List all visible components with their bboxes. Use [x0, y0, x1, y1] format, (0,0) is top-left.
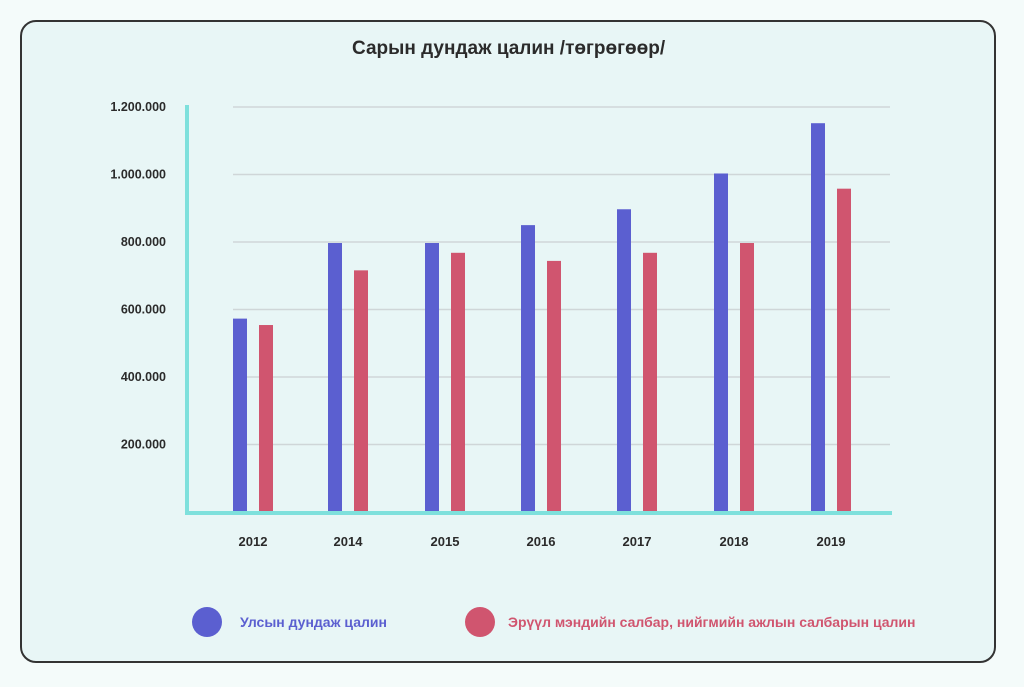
chart-title: Сарын дундаж цалин /төгрөгөөр/: [352, 38, 666, 59]
bar-series-2-2015: [451, 252, 465, 513]
x-tick-label: 2019: [817, 534, 846, 549]
legend-label-series-1: Улсын дундаж цалин: [240, 614, 387, 630]
bar-series-2-2014: [354, 270, 368, 512]
bar-series-1-2017: [617, 209, 631, 512]
bar-series-2-2019: [837, 188, 851, 513]
y-tick-label: 200.000: [121, 438, 166, 452]
bar-series-1-2015: [425, 243, 439, 512]
bar-series-1-2014: [328, 243, 342, 512]
bar-series-2-2018: [740, 243, 754, 512]
chart-card: [20, 20, 996, 663]
bar-series-1-2012: [233, 318, 247, 512]
x-tick-label: 2016: [527, 534, 556, 549]
bars: [233, 123, 851, 513]
bar-series-1-2019: [811, 123, 825, 512]
y-tick-label: 400.000: [121, 370, 166, 384]
x-tick-label: 2018: [720, 534, 749, 549]
bar-series-1-2018: [714, 173, 728, 513]
x-tick-label: 2015: [431, 534, 460, 549]
x-tick-label: 2014: [334, 534, 364, 549]
y-tick-label: 1.000.000: [110, 168, 166, 182]
x-axis-ticks: 2012 2014 2015 2016 2017 2018 2019: [239, 534, 846, 549]
x-tick-label: 2017: [623, 534, 652, 549]
legend-marker-series-1: [192, 607, 222, 637]
y-axis-ticks: 200.000 400.000 600.000 800.000 1.000.000 1.2…: [110, 100, 166, 452]
bar-series-2-2017: [643, 252, 657, 513]
axes: [185, 105, 892, 515]
bar-series-2-2016: [547, 260, 561, 512]
bar-series-1-2016: [521, 225, 535, 512]
y-tick-label: 600.000: [121, 303, 166, 317]
legend-label-series-2: Эрүүл мэндийн салбар, нийгмийн ажлын сал…: [508, 614, 916, 630]
legend-marker-series-2: [465, 607, 495, 637]
y-tick-label: 1.200.000: [110, 100, 166, 114]
x-tick-label: 2012: [239, 534, 268, 549]
gridlines: [233, 106, 890, 446]
y-tick-label: 800.000: [121, 235, 166, 249]
bar-series-2-2012: [259, 325, 273, 512]
